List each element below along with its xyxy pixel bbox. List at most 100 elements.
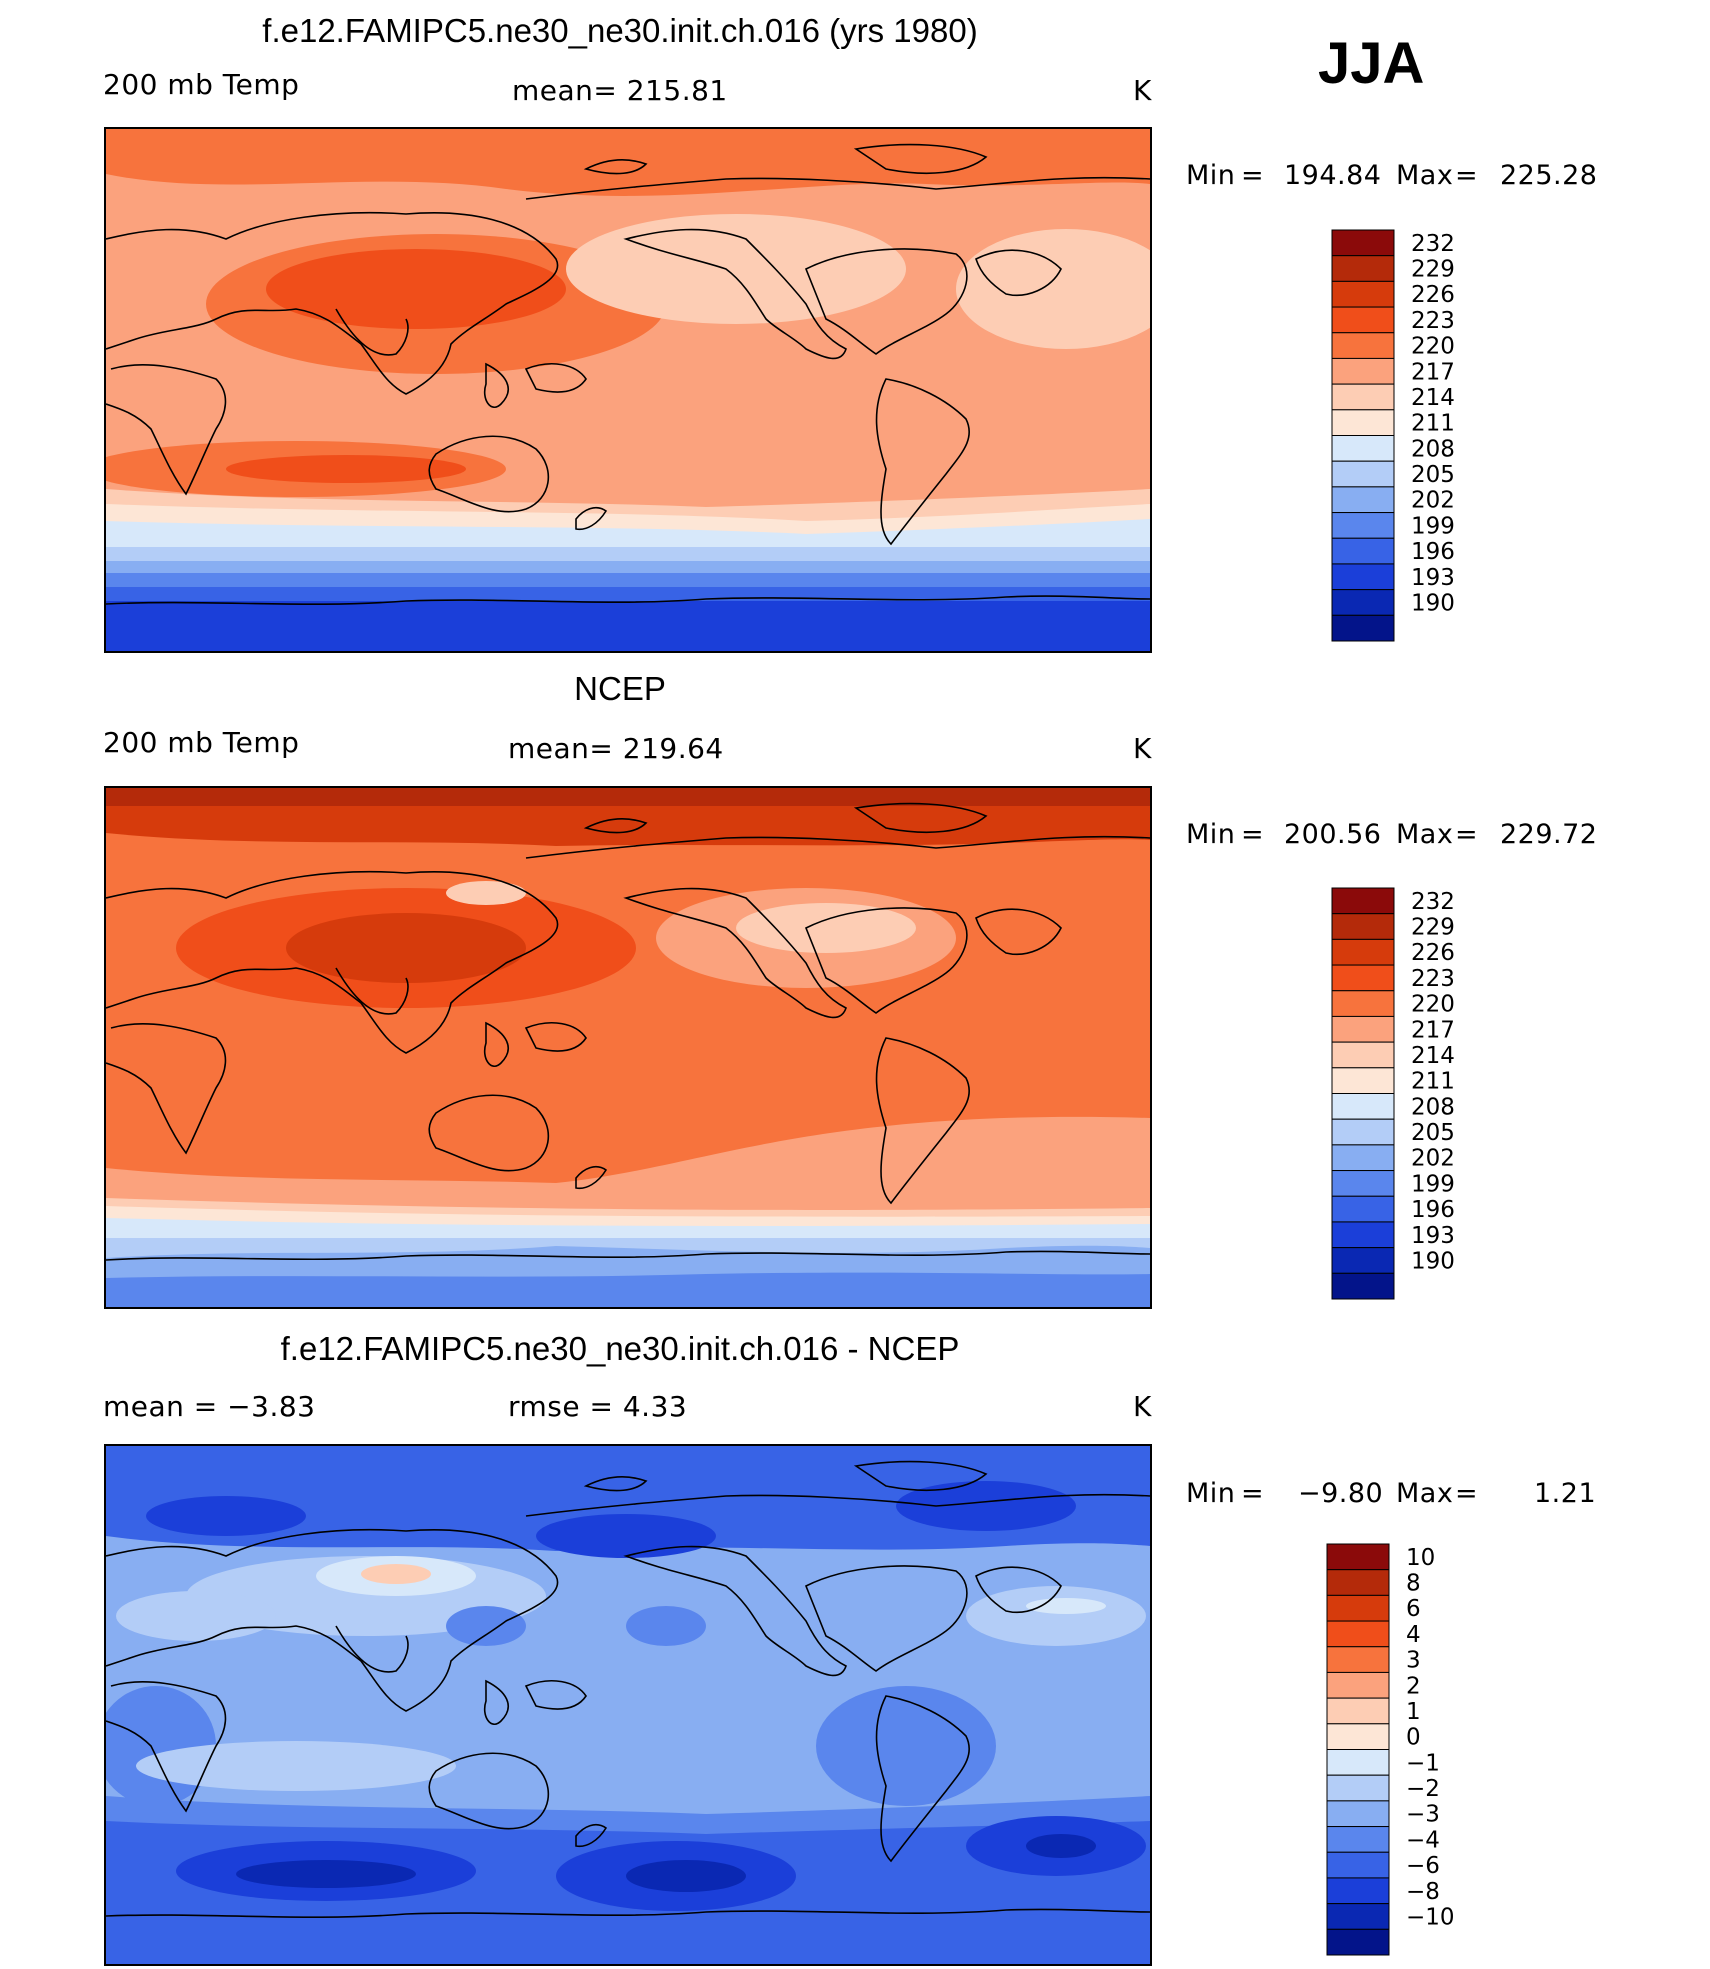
diff-min-label: Min <box>1186 1478 1236 1509</box>
diff-colorbar-label: −10 <box>1406 1904 1455 1930</box>
obs-colorbar-swatch <box>1331 990 1395 1017</box>
diff-max-label: Max <box>1396 1478 1454 1509</box>
obs-max-eq: = <box>1455 819 1479 850</box>
model-max-eq: = <box>1455 160 1479 191</box>
diff-colorbar-label: −8 <box>1406 1879 1440 1905</box>
model-colorbar-label: 199 <box>1411 513 1455 539</box>
diff-colorbar: 10 8 6 4 3 2 1 0 −1 −2 −3 −4 −6 −8 −10 <box>1326 1543 1468 1961</box>
diff-colorbar-label: −3 <box>1406 1802 1440 1828</box>
diff-colorbar-swatch <box>1326 1697 1390 1725</box>
diff-rmse-label: rmse = 4.33 <box>508 1390 688 1423</box>
diff-colorbar-swatch <box>1326 1851 1390 1879</box>
diff-colorbar-label: 1 <box>1406 1699 1421 1725</box>
diff-colorbar-swatch <box>1326 1826 1390 1853</box>
diff-colorbar-label: −6 <box>1406 1853 1440 1879</box>
diff-colorbar-label: −1 <box>1406 1750 1440 1776</box>
model-temperature-map <box>104 127 1152 653</box>
obs-colorbar-label: 199 <box>1411 1171 1455 1197</box>
obs-panel-title: NCEP <box>574 670 666 707</box>
obs-colorbar-swatch <box>1331 1221 1395 1249</box>
model-colorbar-label: 205 <box>1411 462 1455 488</box>
diff-max-eq: = <box>1455 1478 1479 1509</box>
obs-max-label: Max <box>1396 819 1454 850</box>
diff-min-value: −9.80 <box>1298 1478 1384 1509</box>
obs-min-eq: = <box>1241 819 1265 850</box>
obs-colorbar: 232 229 226 223 220 217 214 211 208 205 202 199 196 1… <box>1331 887 1473 1305</box>
model-colorbar-swatch <box>1331 332 1395 359</box>
model-colorbar-swatch <box>1331 306 1395 334</box>
model-colorbar-label: 220 <box>1411 334 1455 360</box>
obs-colorbar-swatch <box>1331 1170 1395 1197</box>
model-colorbar-svg: 2322292262232202172142112082052021991961… <box>1331 229 1455 642</box>
obs-colorbar-label: 214 <box>1411 1043 1455 1069</box>
model-colorbar-swatch <box>1331 589 1395 616</box>
model-colorbar-label: 193 <box>1411 565 1455 591</box>
model-panel-title: f.e12.FAMIPC5.ne30_ne30.init.ch.016 (yrs… <box>262 12 978 49</box>
obs-colorbar-swatch <box>1331 1118 1395 1146</box>
obs-colorbar-swatch <box>1331 913 1395 940</box>
obs-colorbar-label: 196 <box>1411 1197 1455 1223</box>
diff-panel-title: f.e12.FAMIPC5.ne30_ne30.init.ch.016 - NC… <box>280 1330 960 1367</box>
diff-max-value: 1.21 <box>1534 1478 1597 1509</box>
obs-colorbar-swatch <box>1331 1093 1395 1120</box>
model-colorbar-swatch <box>1331 563 1395 591</box>
diff-colorbar-swatch <box>1326 1903 1390 1930</box>
obs-colorbar-svg: 2322292262232202172142112082052021991961… <box>1331 887 1455 1300</box>
diff-colorbar-swatch <box>1326 1774 1390 1802</box>
obs-colorbar-swatch <box>1331 938 1395 966</box>
diff-units-label: K <box>1133 1390 1152 1423</box>
diff-colorbar-swatch <box>1326 1569 1390 1596</box>
diff-colorbar-swatch <box>1326 1543 1390 1571</box>
model-colorbar-label: 226 <box>1411 282 1455 308</box>
model-colorbar-label: 202 <box>1411 488 1455 514</box>
model-colorbar-label: 223 <box>1411 308 1455 334</box>
obs-colorbar-label: 229 <box>1411 915 1455 941</box>
obs-colorbar-swatch <box>1331 1144 1395 1172</box>
obs-colorbar-label: 211 <box>1411 1069 1455 1095</box>
model-colorbar-swatch <box>1331 512 1395 539</box>
diff-colorbar-label: 2 <box>1406 1673 1421 1699</box>
obs-colorbar-label: 223 <box>1411 966 1455 992</box>
obs-min-value: 200.56 <box>1284 819 1382 850</box>
model-colorbar-swatch <box>1331 229 1395 257</box>
diff-colorbar-label: −2 <box>1406 1776 1440 1802</box>
model-colorbar-swatch <box>1331 409 1395 436</box>
model-colorbar-label: 196 <box>1411 539 1455 565</box>
diff-colorbar-label: 4 <box>1406 1622 1421 1648</box>
model-units-label: K <box>1133 74 1152 107</box>
obs-colorbar-swatch <box>1331 1272 1395 1300</box>
model-min-value: 194.84 <box>1284 160 1382 191</box>
season-label: JJA <box>1318 31 1425 96</box>
obs-colorbar-swatch <box>1331 1015 1395 1043</box>
diff-colorbar-swatch <box>1326 1594 1390 1622</box>
model-max-value: 225.28 <box>1500 160 1598 191</box>
model-colorbar-swatch <box>1331 357 1395 385</box>
diff-colorbar-label: −4 <box>1406 1827 1440 1853</box>
model-colorbar-label: 211 <box>1411 411 1455 437</box>
obs-colorbar-label: 220 <box>1411 992 1455 1018</box>
model-colorbar-swatch <box>1331 460 1395 488</box>
model-colorbar-label: 190 <box>1411 590 1455 616</box>
obs-colorbar-label: 226 <box>1411 940 1455 966</box>
obs-mean-label: mean= 219.64 <box>508 732 724 765</box>
diff-colorbar-swatch <box>1326 1646 1390 1673</box>
obs-temperature-map <box>104 786 1152 1309</box>
obs-colorbar-label: 202 <box>1411 1146 1455 1172</box>
obs-colorbar-label: 193 <box>1411 1223 1455 1249</box>
diff-colorbar-swatch <box>1326 1877 1390 1905</box>
diff-colorbar-label: 0 <box>1406 1725 1421 1751</box>
obs-colorbar-swatch <box>1331 1195 1395 1223</box>
model-colorbar-swatch <box>1331 486 1395 514</box>
model-colorbar-label: 229 <box>1411 257 1455 283</box>
obs-min-label: Min <box>1186 819 1236 850</box>
diff-colorbar-label: 6 <box>1406 1596 1421 1622</box>
obs-max-value: 229.72 <box>1500 819 1598 850</box>
diff-colorbar-label: 8 <box>1406 1571 1421 1597</box>
model-colorbar-swatch <box>1331 435 1395 462</box>
model-colorbar: 232 229 226 223 220 217 214 211 208 205 202 199 196 1… <box>1331 229 1473 647</box>
diff-temperature-map <box>104 1444 1152 1966</box>
diff-colorbar-swatch <box>1326 1800 1390 1828</box>
obs-units-label: K <box>1133 732 1152 765</box>
model-colorbar-swatch <box>1331 537 1395 565</box>
model-colorbar-label: 208 <box>1411 436 1455 462</box>
